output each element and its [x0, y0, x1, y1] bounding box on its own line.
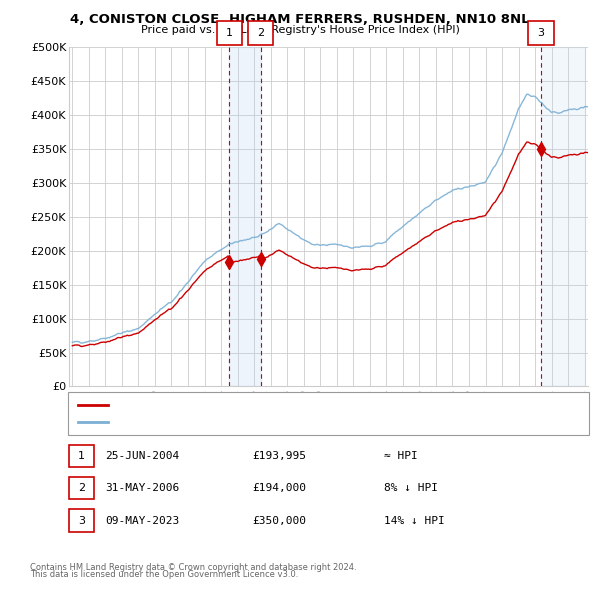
Bar [541, 47, 584, 386]
Text: £194,000: £194,000 [252, 483, 306, 493]
Bar [541, 47, 584, 386]
Text: Price paid vs. HM Land Registry's House Price Index (HPI): Price paid vs. HM Land Registry's House … [140, 25, 460, 35]
Text: 4, CONISTON CLOSE, HIGHAM FERRERS, RUSHDEN, NN10 8NL (detached house): 4, CONISTON CLOSE, HIGHAM FERRERS, RUSHD… [114, 400, 506, 410]
Text: This data is licensed under the Open Government Licence v3.0.: This data is licensed under the Open Gov… [30, 571, 298, 579]
Bar [229, 47, 261, 386]
Text: 31-MAY-2006: 31-MAY-2006 [105, 483, 179, 493]
Text: Contains HM Land Registry data © Crown copyright and database right 2024.: Contains HM Land Registry data © Crown c… [30, 563, 356, 572]
Text: ≈ HPI: ≈ HPI [384, 451, 418, 461]
Text: 3: 3 [78, 516, 85, 526]
Text: 2: 2 [257, 28, 265, 38]
Text: 3: 3 [538, 28, 545, 38]
Text: 1: 1 [226, 28, 233, 38]
Text: 25-JUN-2004: 25-JUN-2004 [105, 451, 179, 461]
Text: 4, CONISTON CLOSE, HIGHAM FERRERS, RUSHDEN, NN10 8NL: 4, CONISTON CLOSE, HIGHAM FERRERS, RUSHD… [70, 13, 530, 26]
Text: 14% ↓ HPI: 14% ↓ HPI [384, 516, 445, 526]
Text: 2: 2 [78, 483, 85, 493]
Text: £350,000: £350,000 [252, 516, 306, 526]
Text: 1: 1 [78, 451, 85, 461]
Text: 8% ↓ HPI: 8% ↓ HPI [384, 483, 438, 493]
Text: 09-MAY-2023: 09-MAY-2023 [105, 516, 179, 526]
Text: HPI: Average price, detached house, North Northamptonshire: HPI: Average price, detached house, Nort… [114, 417, 415, 427]
Text: £193,995: £193,995 [252, 451, 306, 461]
